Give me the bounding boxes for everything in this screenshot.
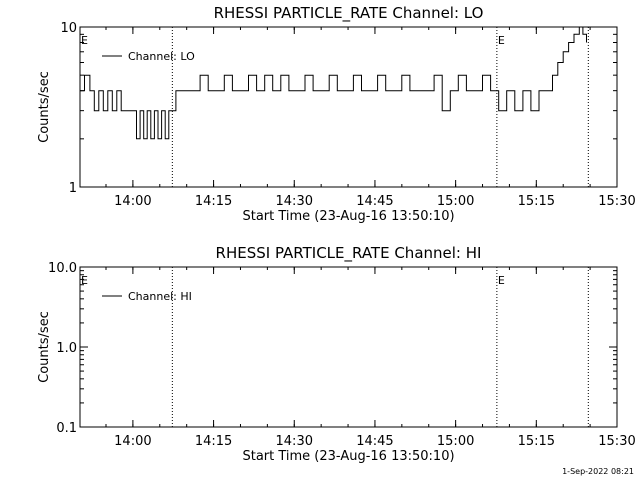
event-marker-label-left: E bbox=[81, 274, 88, 287]
x-tick-label: 15:30 bbox=[598, 194, 635, 209]
y-tick-label: 10.0 bbox=[48, 261, 77, 276]
x-tick-label: 14:00 bbox=[114, 194, 151, 209]
x-tick-label: 14:30 bbox=[276, 434, 313, 449]
footer-timestamp: 1-Sep-2022 08:21 bbox=[562, 467, 634, 476]
chart-panel-2: RHESSI PARTICLE_RATE Channel: HI 14:00 14:… bbox=[37, 244, 636, 464]
y-tick-label: 10 bbox=[60, 21, 77, 36]
legend-entry: Channel: LO bbox=[128, 50, 195, 63]
x-axis-label: Start Time (23-Aug-16 13:50:10) bbox=[242, 209, 454, 224]
y-axis-label: Counts/sec bbox=[37, 311, 52, 383]
x-tick-label: 14:30 bbox=[276, 194, 313, 209]
x-tick-label: 14:15 bbox=[195, 194, 232, 209]
x-tick-label: 14:15 bbox=[195, 434, 232, 449]
legend-entry: Channel: HI bbox=[128, 290, 192, 303]
event-marker-label: E bbox=[498, 274, 505, 287]
series-line-1 bbox=[80, 26, 587, 140]
chart-panel-1: RHESSI PARTICLE_RATE Channel: LO 14:00 14:… bbox=[37, 4, 636, 224]
x-tick-label: 15:15 bbox=[518, 434, 555, 449]
y-tick-label: 0.1 bbox=[56, 421, 77, 436]
x-tick-label: 15:00 bbox=[437, 434, 474, 449]
y-tick-label: 1 bbox=[69, 181, 77, 196]
x-tick-label: 14:45 bbox=[356, 194, 393, 209]
x-tick-label: 15:15 bbox=[518, 194, 555, 209]
y-axis-label: Counts/sec bbox=[37, 71, 52, 143]
event-marker-label: E bbox=[498, 34, 505, 47]
x-tick-label: 15:00 bbox=[437, 194, 474, 209]
chart-title: RHESSI PARTICLE_RATE Channel: LO bbox=[214, 4, 484, 23]
event-marker-label-left: E bbox=[81, 34, 88, 47]
x-axis-label: Start Time (23-Aug-16 13:50:10) bbox=[242, 449, 454, 464]
x-tick-label: 15:30 bbox=[598, 434, 635, 449]
y-tick-label: 1.0 bbox=[56, 341, 77, 356]
chart-title: RHESSI PARTICLE_RATE Channel: HI bbox=[216, 244, 482, 263]
x-tick-label: 14:45 bbox=[356, 434, 393, 449]
x-tick-label: 14:00 bbox=[114, 434, 151, 449]
